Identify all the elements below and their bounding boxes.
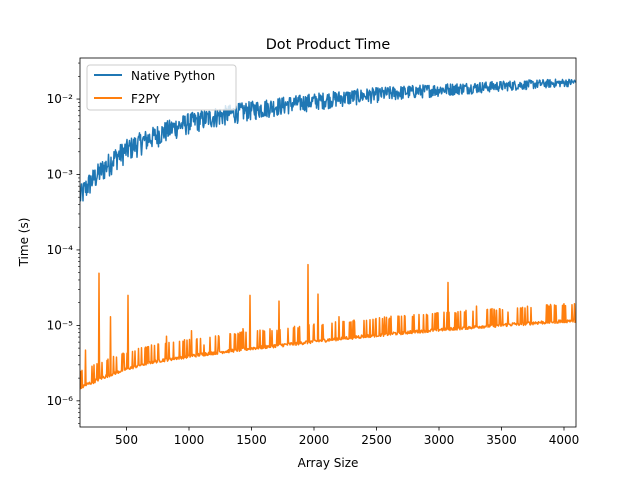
legend-box (86, 64, 237, 111)
legend-label-f2py: F2PY (131, 92, 161, 106)
x-tick-label: 3500 (486, 433, 517, 447)
x-tick-label: 4000 (549, 433, 580, 447)
x-tick-label: 1500 (236, 433, 267, 447)
x-tick-label: 2000 (299, 433, 330, 447)
x-axis-label: Array Size (298, 456, 359, 470)
y-axis-label: Time (s) (17, 218, 31, 268)
axes-frame (79, 57, 577, 428)
chart-title: Dot Product Time (266, 37, 391, 53)
plot-background (80, 58, 576, 427)
y-tick-label: 10⁻⁴ (47, 243, 74, 257)
series-layer (80, 78, 576, 390)
plot-area (80, 58, 576, 427)
y-tick-label: 10⁻² (47, 92, 74, 106)
legend: Native Python F2PY (86, 64, 237, 111)
axes-layer: 500 1000 1500 2000 2500 3000 3500 4000 10⁻⁶ 10⁻⁵ 1… (47, 57, 580, 447)
y-tick-label: 10⁻⁶ (47, 394, 74, 408)
legend-label-native-python: Native Python (131, 69, 215, 83)
y-tick-label: 10⁻⁵ (47, 318, 74, 332)
x-tick-label: 500 (115, 433, 138, 447)
x-tick-label: 2500 (361, 433, 392, 447)
series-line-native-python (80, 78, 576, 202)
x-tick-label: 1000 (174, 433, 205, 447)
series-line-f2py (80, 263, 576, 390)
x-tick-label: 3000 (424, 433, 455, 447)
y-tick-label: 10⁻³ (47, 167, 74, 181)
